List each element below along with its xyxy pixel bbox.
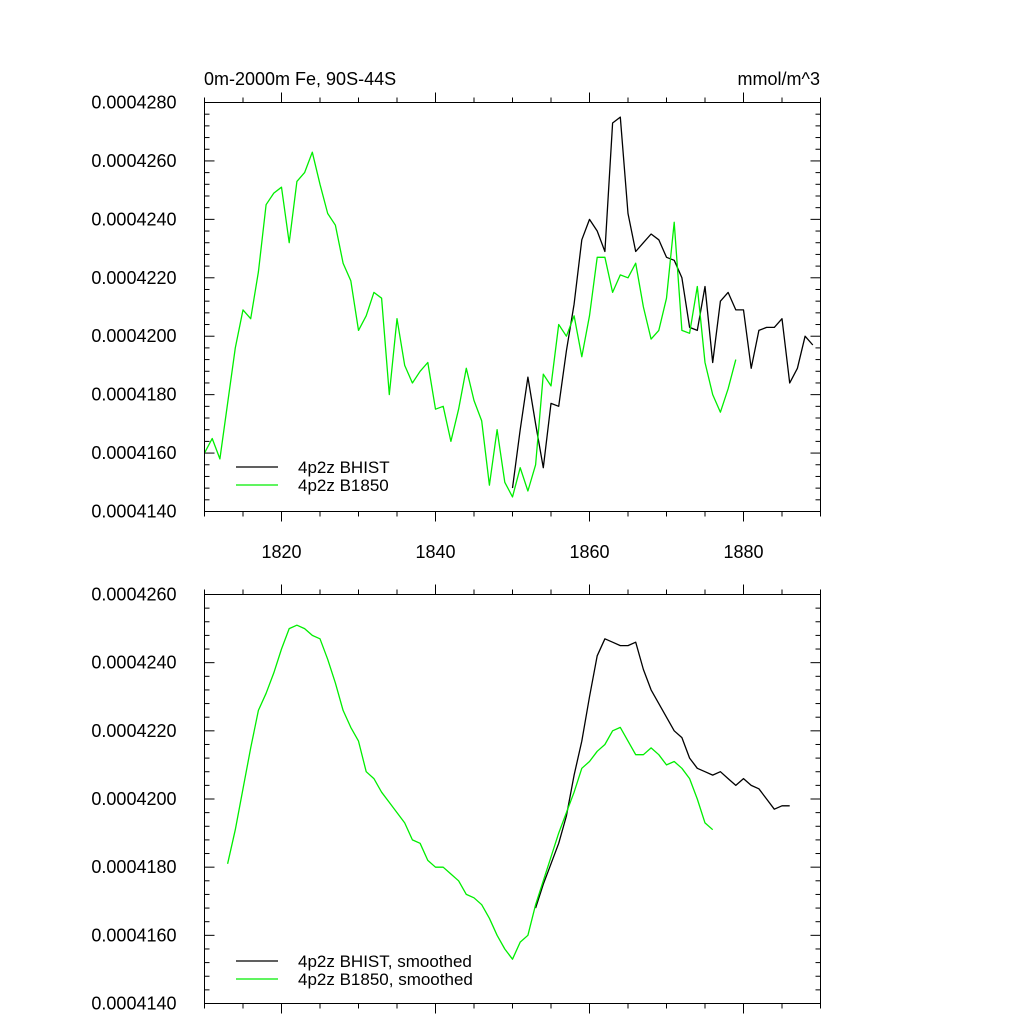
top-y-tick-label: 0.0004140 — [91, 502, 176, 522]
bottom-y-tick-label: 0.0004180 — [91, 857, 176, 877]
bottom-series-bhist — [534, 638, 790, 909]
top-y-tick-label: 0.0004240 — [91, 209, 176, 229]
bottom-y-tick-label: 0.0004220 — [91, 721, 176, 741]
bottom-series-b1850 — [226, 624, 714, 960]
top-y-tick-label: 0.0004180 — [91, 385, 176, 405]
top-x-tick-label: 1840 — [415, 542, 455, 562]
bottom-panel: 0.0004140 0.0004160 0.0004180 0.0004200 0.00… — [91, 584, 821, 1014]
bottom-y-tick-label: 0.0004260 — [91, 585, 176, 605]
top-series-b1850 — [203, 151, 737, 498]
top-series-bhist — [511, 116, 814, 489]
bottom-y-tick-label: 0.0004140 — [91, 994, 176, 1014]
top-y-tick-label: 0.0004160 — [91, 443, 176, 463]
bottom-y-tick-label: 0.0004240 — [91, 653, 176, 673]
top-x-tick-label: 1860 — [569, 542, 609, 562]
top-y-tick-label: 0.0004280 — [91, 93, 176, 113]
top-legend-label: 4p2z B1850 — [298, 476, 389, 495]
top-panel-frame — [204, 102, 821, 512]
bottom-legend-label: 4p2z BHIST, smoothed — [298, 952, 472, 971]
bottom-y-tick-label: 0.0004160 — [91, 925, 176, 945]
top-panel-title-right: mmol/m^3 — [738, 69, 820, 89]
top-y-tick-label: 0.0004200 — [91, 326, 176, 346]
top-panel-title-left: 0m-2000m Fe, 90S-44S — [204, 69, 396, 89]
top-panel: 0m-2000m Fe, 90S-44S mmol/m^3 0.0004140 0… — [91, 69, 821, 562]
top-x-tick-label: 1820 — [261, 542, 301, 562]
top-y-tick-label: 0.0004220 — [91, 268, 176, 288]
top-y-tick-label: 0.0004260 — [91, 151, 176, 171]
bottom-y-tick-label: 0.0004200 — [91, 789, 176, 809]
top-x-tick-label: 1880 — [723, 542, 763, 562]
bottom-legend-label: 4p2z B1850, smoothed — [298, 970, 473, 989]
bottom-panel-frame — [204, 594, 821, 1004]
top-legend-label: 4p2z BHIST — [298, 458, 390, 477]
